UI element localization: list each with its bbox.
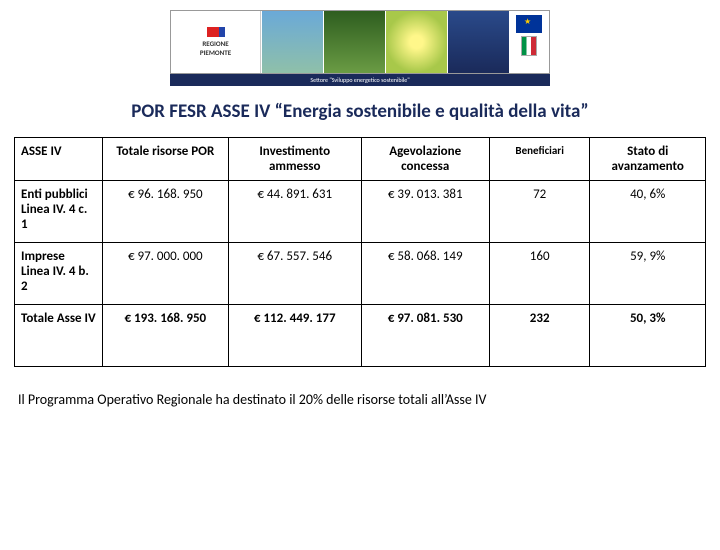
cell-value: 59, 9% <box>590 243 706 305</box>
table-row: Imprese Linea IV. 4 b. 2 € 97. 000. 000 … <box>15 243 706 305</box>
solar-panel-photo <box>447 11 509 73</box>
col-agevolazione: Agevolazione concessa <box>361 138 489 181</box>
wind-turbine-photo <box>261 11 323 73</box>
cell-value: 40, 6% <box>590 181 706 243</box>
col-asse: ASSE IV <box>15 138 103 181</box>
footnote-text: Il Programma Operativo Regionale ha dest… <box>18 391 702 408</box>
cell-value: € 97. 081. 530 <box>361 305 489 367</box>
col-investimento: Investimento ammesso <box>228 138 361 181</box>
table-header-row: ASSE IV Totale risorse POR Investimento … <box>15 138 706 181</box>
cell-value: 232 <box>489 305 590 367</box>
sunflower-photo <box>385 11 447 73</box>
leaf-photo <box>323 11 385 73</box>
funding-table: ASSE IV Totale risorse POR Investimento … <box>14 137 706 367</box>
col-stato: Stato di avanzamento <box>590 138 706 181</box>
cell-value: € 97. 000. 000 <box>102 243 228 305</box>
cell-value: € 193. 168. 950 <box>102 305 228 367</box>
eu-badge <box>509 11 549 73</box>
eu-flag-icon <box>516 15 542 33</box>
cell-label: Imprese Linea IV. 4 b. 2 <box>15 243 103 305</box>
cell-value: € 44. 891. 631 <box>228 181 361 243</box>
cell-value: 72 <box>489 181 590 243</box>
piemonte-flag-icon <box>207 27 225 37</box>
cell-value: 160 <box>489 243 590 305</box>
banner-caption: Settore "Sviluppo energetico sostenibile… <box>170 74 550 86</box>
cell-value: 50, 3% <box>590 305 706 367</box>
col-totale-risorse: Totale risorse POR <box>102 138 228 181</box>
regione-piemonte-logo: REGIONE PIEMONTE <box>171 11 261 73</box>
banner-photos <box>261 11 509 73</box>
cell-value: € 39. 013. 381 <box>361 181 489 243</box>
cell-value: € 112. 449. 177 <box>228 305 361 367</box>
col-beneficiari: Beneficiari <box>489 138 590 181</box>
cell-value: € 67. 557. 546 <box>228 243 361 305</box>
cell-label: Enti pubblici Linea IV. 4 c. 1 <box>15 181 103 243</box>
region-name-line2: PIEMONTE <box>200 48 231 57</box>
cell-value: € 96. 168. 950 <box>102 181 228 243</box>
cell-value: € 58. 068. 149 <box>361 243 489 305</box>
table-row: Enti pubblici Linea IV. 4 c. 1 € 96. 168… <box>15 181 706 243</box>
table-row-total: Totale Asse IV € 193. 168. 950 € 112. 44… <box>15 305 706 367</box>
region-name-line1: REGIONE <box>202 39 228 48</box>
cell-label: Totale Asse IV <box>15 305 103 367</box>
slide-title: POR FESR ASSE IV “Energia sostenibile e … <box>0 100 720 123</box>
italy-map-icon <box>521 36 537 56</box>
header-banner: REGIONE PIEMONTE <box>170 10 550 74</box>
